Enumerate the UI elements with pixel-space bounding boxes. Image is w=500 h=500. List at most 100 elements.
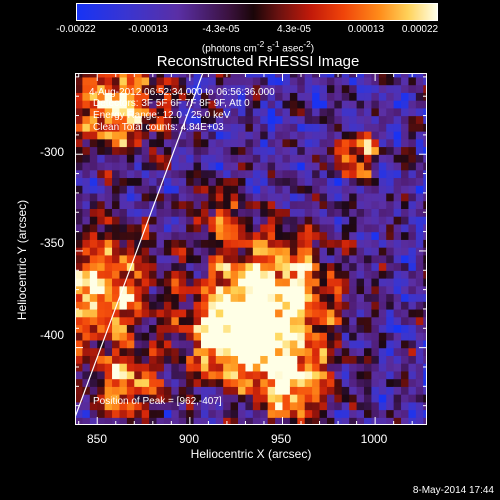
heatmap-cell <box>89 84 98 93</box>
heatmap-cell <box>319 138 328 148</box>
heatmap-cell <box>112 76 121 86</box>
heatmap-cell <box>341 216 350 225</box>
heatmap-cell <box>275 401 284 411</box>
heatmap-cell <box>75 231 84 240</box>
heatmap-cell <box>297 308 306 318</box>
heatmap-cell <box>349 339 358 349</box>
heatmap-cell <box>112 386 121 395</box>
heatmap-cell <box>415 363 424 372</box>
heatmap-cell <box>282 177 291 186</box>
heatmap-cell <box>208 223 217 233</box>
heatmap-cell <box>386 278 395 287</box>
heatmap-cell <box>97 394 106 403</box>
heatmap-cell <box>75 177 84 186</box>
heatmap-cell <box>312 138 321 148</box>
heatmap-cell <box>275 192 284 202</box>
heatmap-cell <box>393 161 402 171</box>
heatmap-cell <box>97 339 106 349</box>
heatmap-cell <box>163 386 172 395</box>
heatmap-cell <box>297 231 306 240</box>
heatmap-cell <box>75 308 84 318</box>
heatmap-cell <box>356 316 365 326</box>
heatmap-cell <box>386 332 395 341</box>
heatmap-cell <box>141 161 150 171</box>
heatmap-cell <box>364 131 373 140</box>
heatmap-cell <box>289 208 298 217</box>
heatmap-cell <box>334 154 343 163</box>
heatmap-cell <box>415 192 424 202</box>
heatmap-cell <box>89 138 98 148</box>
heatmap-cell <box>423 216 427 225</box>
heatmap-cell <box>341 92 350 101</box>
heatmap-cell <box>371 200 380 209</box>
heatmap-cell <box>245 76 254 86</box>
heatmap-cell <box>119 73 128 78</box>
heatmap-cell <box>319 316 328 326</box>
heatmap-cell <box>304 239 313 248</box>
heatmap-cell <box>408 285 417 295</box>
heatmap-cell <box>119 301 128 310</box>
heatmap-cell <box>186 409 195 418</box>
heatmap-cell <box>415 285 424 295</box>
heatmap-cell <box>223 208 232 217</box>
heatmap-cell <box>156 216 165 225</box>
heatmap-cell <box>112 308 121 318</box>
heatmap-cell <box>267 84 276 93</box>
heatmap-cell <box>119 417 128 425</box>
heatmap-cell <box>208 247 217 256</box>
heatmap-cell <box>223 92 232 101</box>
heatmap-cell <box>252 73 261 78</box>
heatmap-cell <box>230 324 239 333</box>
heatmap-cell <box>163 339 172 349</box>
heatmap-cell <box>119 394 128 403</box>
heatmap-cell <box>267 107 276 117</box>
heatmap-cell <box>126 332 135 341</box>
heatmap-cell <box>149 363 158 372</box>
heatmap-cell <box>149 332 158 341</box>
heatmap-cell <box>200 154 209 163</box>
colorbar <box>76 3 438 21</box>
heatmap-cell <box>156 100 165 109</box>
heatmap-cell <box>289 285 298 295</box>
heatmap-cell <box>126 254 135 264</box>
heatmap-cell <box>275 216 284 225</box>
heatmap-cell <box>171 409 180 418</box>
heatmap-cell <box>386 401 395 411</box>
heatmap-cell <box>252 115 261 124</box>
heatmap-cell <box>260 169 269 179</box>
heatmap-cell <box>149 216 158 225</box>
heatmap-cell <box>297 339 306 349</box>
heatmap-cell <box>178 154 187 163</box>
heatmap-cell <box>304 208 313 217</box>
heatmap-cell <box>304 401 313 411</box>
y-tick-label: -300 <box>39 145 64 159</box>
heatmap-cell <box>415 138 424 148</box>
heatmap-cell <box>215 100 224 109</box>
heatmap-cell <box>104 239 113 248</box>
heatmap-cell <box>245 154 254 163</box>
heatmap-cell <box>149 316 158 326</box>
heatmap-cell <box>112 185 121 194</box>
heatmap-cell <box>82 138 91 148</box>
heatmap-cell <box>371 293 380 302</box>
heatmap-cell <box>401 401 410 411</box>
heatmap-cell <box>112 409 121 418</box>
heatmap-cell <box>415 409 424 418</box>
heatmap-cell <box>82 84 91 93</box>
heatmap-cell <box>141 231 150 240</box>
heatmap-cell <box>178 239 187 248</box>
heatmap-cell <box>171 192 180 202</box>
heatmap-cell <box>215 409 224 418</box>
heatmap-cell <box>393 239 402 248</box>
heatmap-cell <box>141 177 150 186</box>
heatmap-cell <box>423 84 427 93</box>
heatmap-cell <box>297 92 306 101</box>
heatmap-cell <box>171 339 180 349</box>
heatmap-cell <box>341 347 350 356</box>
heatmap-cell <box>163 285 172 295</box>
heatmap-cell <box>208 100 217 109</box>
heatmap-cell <box>378 123 387 132</box>
heatmap-cell <box>186 347 195 356</box>
heatmap-cell <box>275 123 284 132</box>
heatmap-cell <box>312 92 321 101</box>
